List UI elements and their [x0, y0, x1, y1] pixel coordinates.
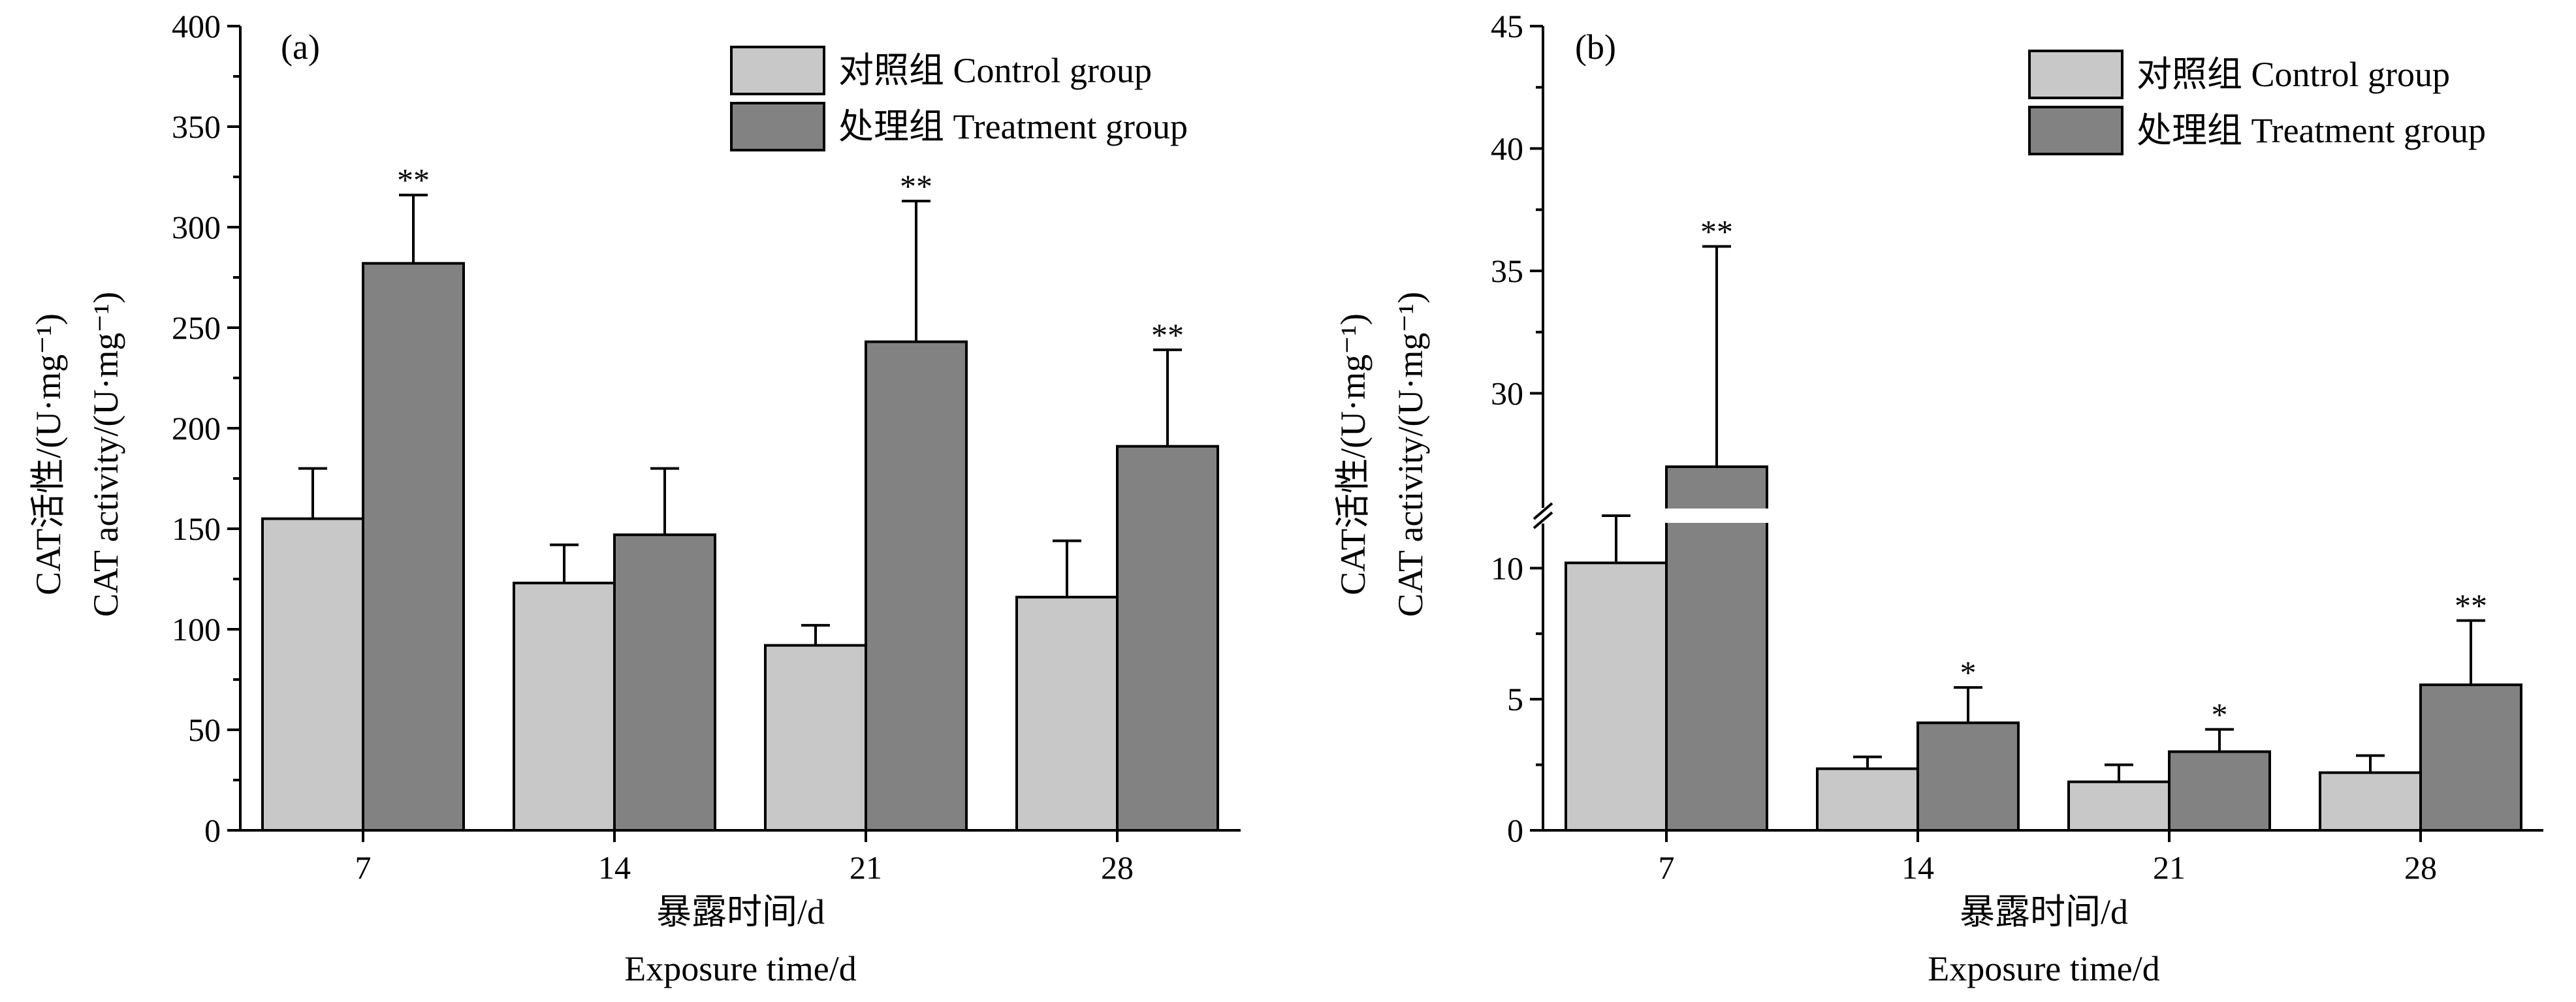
- significance-mark: *: [2212, 696, 2228, 732]
- y-tick-label: 350: [172, 108, 221, 145]
- y-tick-label: 50: [188, 712, 221, 748]
- significance-mark: **: [2455, 587, 2487, 624]
- bar-control-21: [2067, 780, 2171, 832]
- x-axis-title: 暴露时间/d: [656, 892, 825, 932]
- y-tick-label: 0: [204, 812, 221, 849]
- axis-break-mark: [1533, 502, 1553, 520]
- bar-treatment-7: [362, 262, 465, 832]
- y-tick-label: 100: [172, 611, 221, 648]
- bar-control-14: [1816, 767, 1919, 832]
- x-tick-label: 21: [850, 849, 882, 886]
- bar-control-14: [513, 582, 616, 832]
- panel-label: (b): [1575, 27, 1616, 67]
- bar-treatment-21: [2168, 750, 2271, 832]
- y-tick-label: 5: [1507, 681, 1523, 717]
- legend-label: 处理组 Treatment group: [838, 107, 1188, 146]
- y-tick-label: 0: [1507, 812, 1523, 849]
- x-tick-label: 28: [2404, 849, 2437, 886]
- bar-control-7: [1565, 561, 1668, 832]
- y-tick-label: 45: [1491, 8, 1523, 44]
- significance-mark: **: [397, 162, 430, 198]
- axis-break-mark: [1533, 511, 1553, 529]
- significance-mark: *: [1960, 654, 1977, 691]
- x-axis-title: 暴露时间/d: [1960, 892, 2128, 932]
- significance-mark: **: [1151, 317, 1184, 353]
- x-tick-label: 7: [1659, 849, 1675, 886]
- y-tick-label: 30: [1491, 375, 1523, 412]
- bar-treatment-21: [865, 340, 968, 832]
- significance-mark: **: [900, 168, 932, 204]
- axis-break-gap: [1534, 509, 1552, 523]
- legend-label: 对照组 Control group: [2137, 55, 2450, 94]
- x-tick-label: 14: [598, 849, 631, 886]
- bar-control-28: [1015, 595, 1119, 832]
- y-tick-label: 40: [1491, 131, 1523, 167]
- y-axis-title: CAT活性/(U·mg⁻¹): [1333, 313, 1373, 595]
- legend-label: 对照组 Control group: [838, 51, 1152, 90]
- y-tick-label: 10: [1491, 550, 1523, 586]
- bar-treatment-14: [613, 533, 716, 832]
- x-tick-label: 7: [355, 849, 372, 886]
- bar-treatment-7: [1665, 465, 1768, 832]
- x-tick-label: 21: [2153, 849, 2186, 886]
- bar-control-28: [2319, 771, 2422, 832]
- y-tick-label: 35: [1491, 253, 1523, 289]
- y-axis-title: CAT activity/(U·mg⁻¹): [1391, 292, 1430, 617]
- panel-label: (a): [281, 27, 320, 67]
- x-tick-label: 14: [1901, 849, 1934, 886]
- bar-treatment-14: [1916, 721, 2020, 832]
- y-tick-label: 250: [172, 309, 221, 346]
- chart-panel-a: ** ** ** 0 50 100 150 200 250 300 350 400 7 14 21 28 (a)…: [29, 8, 1241, 988]
- y-tick-label: 300: [172, 209, 221, 245]
- y-axis-title: CAT activity/(U·mg⁻¹): [86, 292, 125, 617]
- x-axis-title: Exposure time/d: [1928, 949, 2159, 988]
- y-tick-label: 200: [172, 410, 221, 446]
- bar-control-7: [261, 517, 364, 832]
- significance-mark: **: [1700, 213, 1733, 250]
- legend-label: 处理组 Treatment group: [2137, 111, 2486, 150]
- x-tick-label: 28: [1101, 849, 1134, 886]
- bar-treatment-28: [1116, 445, 1219, 832]
- legend-swatch-control: [730, 46, 825, 95]
- legend-swatch-treatment: [730, 102, 825, 151]
- y-axis-title: CAT活性/(U·mg⁻¹): [29, 313, 68, 595]
- legend-swatch-treatment: [2028, 106, 2123, 155]
- bar-control-21: [764, 644, 867, 832]
- break-gap: [1664, 509, 1770, 523]
- y-tick-label: 400: [172, 8, 221, 44]
- y-tick-label: 150: [172, 510, 221, 547]
- bar-treatment-28: [2419, 683, 2522, 832]
- x-axis-title: Exposure time/d: [624, 949, 856, 988]
- legend-swatch-control: [2028, 50, 2123, 99]
